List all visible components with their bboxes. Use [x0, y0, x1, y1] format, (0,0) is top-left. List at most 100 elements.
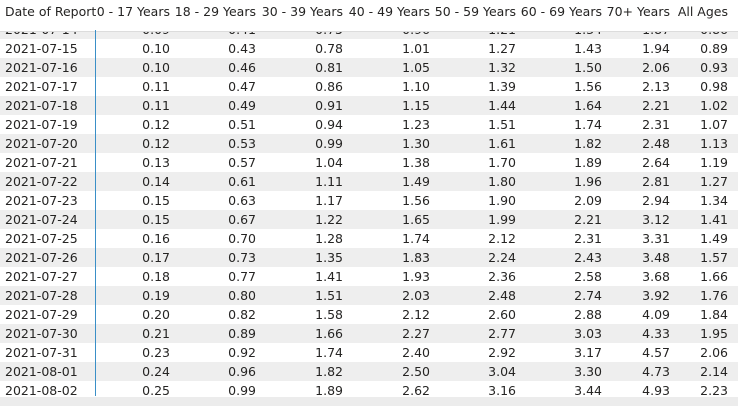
value-cell: 0.14: [142, 173, 170, 189]
value-cell: 3.30: [574, 363, 602, 379]
column-header[interactable]: 40 - 49 Years: [348, 4, 430, 19]
value-cell: 0.98: [700, 78, 728, 94]
value-cell: 2.09: [574, 192, 602, 208]
value-cell: 1.01: [402, 40, 430, 56]
value-cell: 0.99: [228, 382, 256, 397]
value-cell: 0.25: [142, 382, 170, 397]
value-cell: 1.93: [402, 268, 430, 284]
value-cell: 1.07: [700, 116, 728, 132]
value-cell: 2.60: [488, 306, 516, 322]
value-cell: 1.49: [402, 173, 430, 189]
table-row: 2021-07-30 0.21 0.89 1.66 2.27 2.77 3.03 4.33 1.…: [0, 323, 738, 343]
value-cell: 1.57: [700, 249, 728, 265]
value-cell: 3.68: [642, 268, 670, 284]
value-cell: 1.27: [700, 173, 728, 189]
value-cell: 1.17: [315, 192, 343, 208]
column-header[interactable]: All Ages: [677, 4, 728, 19]
value-cell: 1.94: [642, 40, 670, 56]
value-cell: 1.51: [488, 116, 516, 132]
value-cell: 0.10: [142, 40, 170, 56]
value-cell: 0.86: [700, 32, 728, 39]
value-cell: 2.21: [642, 97, 670, 113]
value-cell: 2.06: [642, 59, 670, 75]
value-cell: 0.86: [315, 78, 343, 94]
value-cell: 1.96: [574, 173, 602, 189]
value-cell: 0.75: [315, 32, 343, 39]
value-cell: 1.23: [402, 116, 430, 132]
value-cell: 0.53: [228, 135, 256, 151]
date-cell: 2021-07-30: [5, 325, 78, 341]
value-cell: 1.27: [488, 40, 516, 56]
value-cell: 1.34: [700, 192, 728, 208]
value-cell: 1.22: [315, 211, 343, 227]
value-cell: 0.12: [142, 116, 170, 132]
value-cell: 0.99: [315, 135, 343, 151]
table-row: 2021-07-29 0.20 0.82 1.58 2.12 2.60 2.88 4.09 1.…: [0, 305, 738, 324]
column-header[interactable]: 50 - 59 Years: [434, 4, 516, 19]
value-cell: 4.73: [642, 363, 670, 379]
value-cell: 0.91: [315, 97, 343, 113]
value-cell: 0.63: [228, 192, 256, 208]
value-cell: 1.41: [315, 268, 343, 284]
date-cell: 2021-07-16: [5, 59, 78, 75]
table-row: 2021-07-21 0.13 0.57 1.04 1.38 1.70 1.89 2.64 1.…: [0, 153, 738, 172]
value-cell: 2.03: [402, 287, 430, 303]
value-cell: 0.96: [402, 32, 430, 39]
value-cell: 0.94: [315, 116, 343, 132]
date-cell: 2021-07-29: [5, 306, 78, 322]
value-cell: 3.48: [642, 249, 670, 265]
column-header[interactable]: Date of Report: [5, 4, 97, 19]
value-cell: 1.50: [574, 59, 602, 75]
value-cell: 2.77: [488, 325, 516, 341]
value-cell: 1.32: [488, 59, 516, 75]
value-cell: 0.43: [228, 40, 256, 56]
column-header[interactable]: 0 - 17 Years: [96, 4, 170, 19]
value-cell: 0.23: [142, 344, 170, 360]
value-cell: 0.96: [228, 363, 256, 379]
value-cell: 0.46: [228, 59, 256, 75]
value-cell: 0.57: [228, 154, 256, 170]
value-cell: 1.74: [574, 116, 602, 132]
value-cell: 1.34: [574, 32, 602, 39]
column-header[interactable]: 70+ Years: [606, 4, 670, 19]
value-cell: 1.02: [700, 97, 728, 113]
value-cell: 0.92: [228, 344, 256, 360]
value-cell: 2.12: [402, 306, 430, 322]
value-cell: 1.84: [700, 306, 728, 322]
value-cell: 1.04: [315, 154, 343, 170]
table-row: 2021-07-27 0.18 0.77 1.41 1.93 2.36 2.58 3.68 1.…: [0, 267, 738, 286]
value-cell: 2.12: [488, 230, 516, 246]
value-cell: 0.12: [142, 135, 170, 151]
value-cell: 1.39: [488, 78, 516, 94]
value-cell: 4.09: [642, 306, 670, 322]
value-cell: 0.78: [315, 40, 343, 56]
date-cell: 2021-07-23: [5, 192, 78, 208]
column-header[interactable]: 18 - 29 Years: [174, 4, 256, 19]
value-cell: 0.81: [315, 59, 343, 75]
date-cell: 2021-07-28: [5, 287, 78, 303]
table-row: 2021-07-26 0.17 0.73 1.35 1.83 2.24 2.43 3.48 1.…: [0, 247, 738, 267]
column-header[interactable]: 30 - 39 Years: [261, 4, 343, 19]
value-cell: 0.41: [228, 32, 256, 39]
value-cell: 3.92: [642, 287, 670, 303]
table-row: 2021-07-31 0.23 0.92 1.74 2.40 2.92 3.17 4.57 2.…: [0, 343, 738, 362]
value-cell: 0.89: [700, 40, 728, 56]
value-cell: 0.19: [142, 287, 170, 303]
horizontal-scrollbar[interactable]: [0, 397, 738, 406]
value-cell: 2.21: [574, 211, 602, 227]
table-row: 2021-07-23 0.15 0.63 1.17 1.56 1.90 2.09 2.94 1.…: [0, 191, 738, 210]
value-cell: 1.49: [700, 230, 728, 246]
table-row: 2021-07-25 0.16 0.70 1.28 1.74 2.12 2.31 3.31 1.…: [0, 229, 738, 248]
value-cell: 3.44: [574, 382, 602, 397]
value-cell: 1.15: [402, 97, 430, 113]
date-cell: 2021-07-18: [5, 97, 78, 113]
value-cell: 1.82: [315, 363, 343, 379]
value-cell: 0.18: [142, 268, 170, 284]
value-cell: 1.89: [315, 382, 343, 397]
value-cell: 0.93: [700, 59, 728, 75]
value-cell: 1.65: [402, 211, 430, 227]
value-cell: 2.40: [402, 344, 430, 360]
column-header[interactable]: 60 - 69 Years: [520, 4, 602, 19]
table-body[interactable]: 2021-07-14 0.09 0.41 0.75 0.96 1.21 1.34 1.87 0.…: [0, 32, 738, 396]
